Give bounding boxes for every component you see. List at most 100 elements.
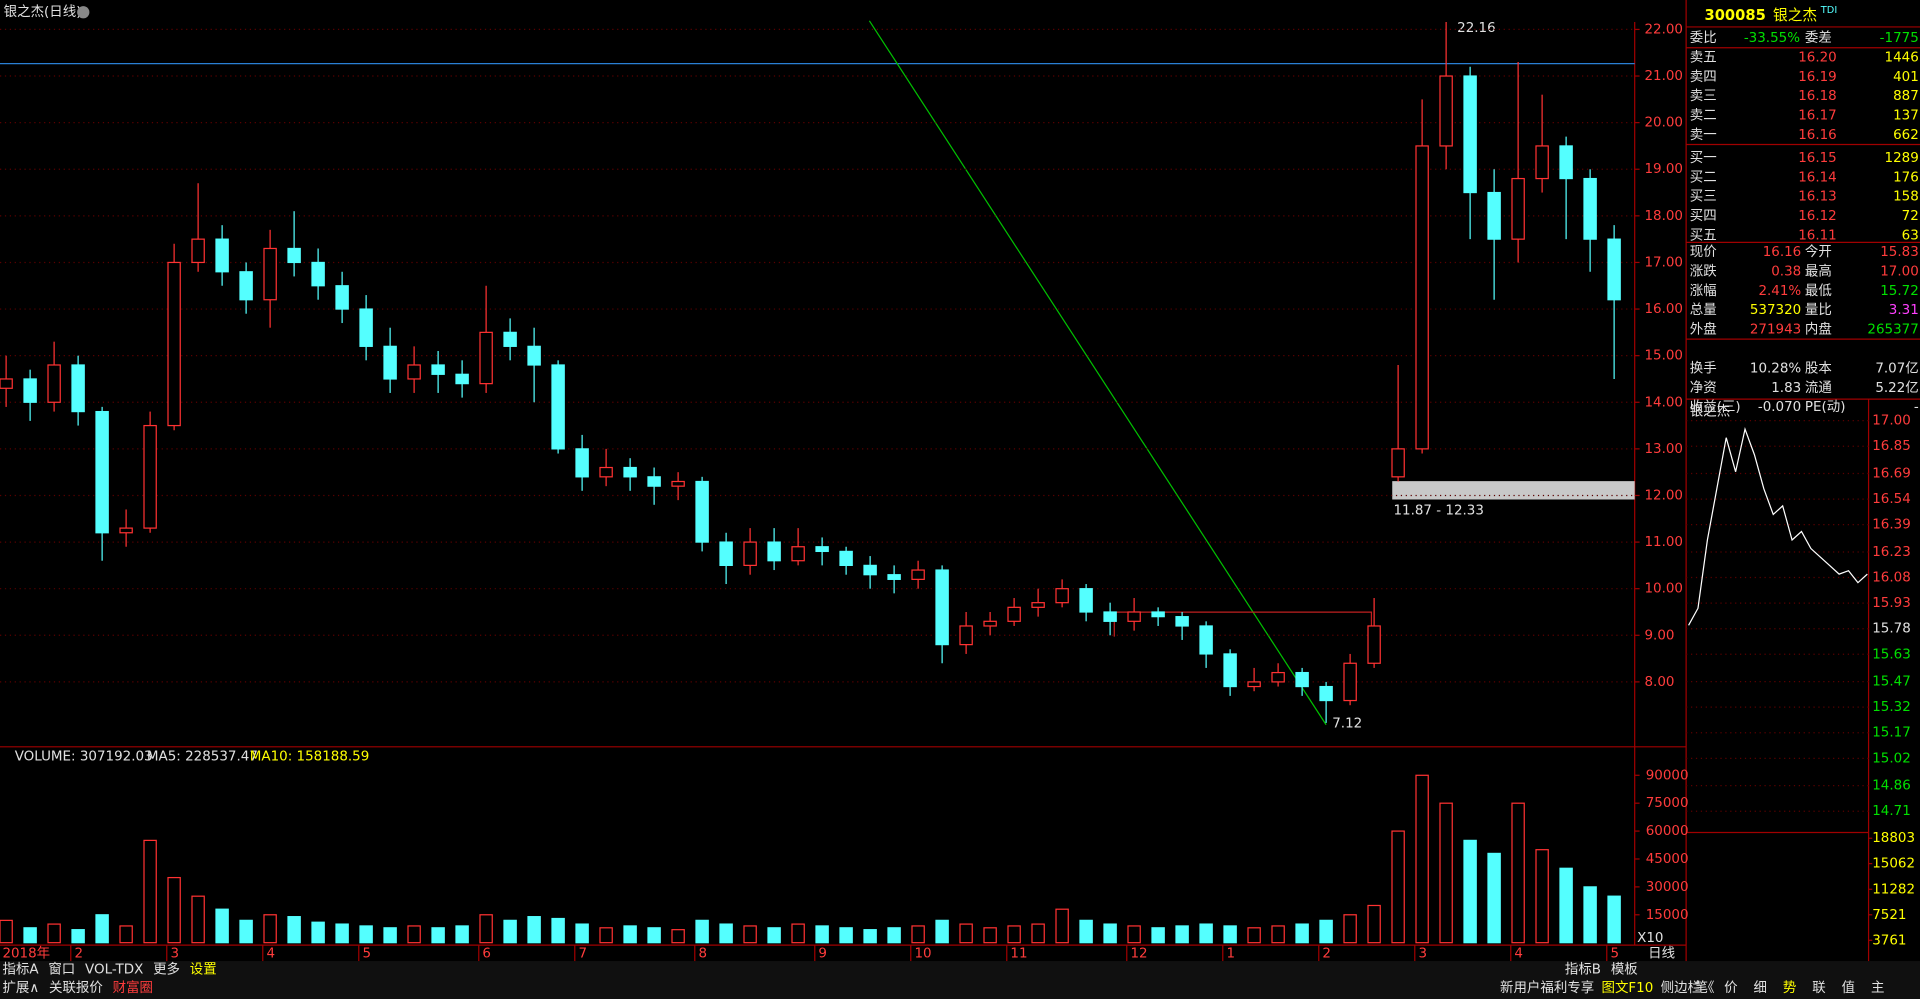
volume-bar: [311, 921, 325, 944]
candle-body: [407, 364, 421, 380]
volume-bar: [1463, 839, 1477, 944]
volume-bar: [863, 929, 877, 944]
y-tick-label: 15.02: [1872, 751, 1911, 766]
candle-body: [455, 373, 469, 385]
order-label: 卖五: [1690, 50, 1717, 66]
volume-bar: [1031, 923, 1045, 944]
y-tick-label: 9.00: [1644, 628, 1674, 643]
side-tab[interactable]: 联: [1812, 980, 1825, 996]
x-tick-label: 2: [1322, 947, 1331, 962]
stat-value: 3.31: [1889, 303, 1919, 318]
x-tick-label: 7: [578, 947, 587, 962]
toolbar-tab[interactable]: 图文F10: [1602, 980, 1654, 996]
toolbar-tab[interactable]: 更多: [153, 961, 180, 978]
volume-bar: [791, 923, 805, 944]
candle-body: [1199, 625, 1213, 655]
x-tick-label: 11: [1010, 947, 1027, 962]
volume-bar: [767, 927, 781, 944]
candle-body: [1463, 75, 1477, 194]
candle-body: [191, 238, 205, 264]
stat-label: 涨跌: [1690, 264, 1717, 280]
x-tick-label: 10: [914, 947, 931, 962]
candle-body: [1391, 448, 1405, 478]
candle-body: [671, 480, 685, 487]
volume-bar: [1511, 802, 1525, 944]
toolbar-tab[interactable]: 指标B: [1565, 962, 1601, 978]
toolbar-tab[interactable]: 扩展∧: [2, 980, 39, 996]
y-tick-label: 3761: [1872, 933, 1906, 948]
toolbar-tab[interactable]: 财富圈: [113, 979, 153, 996]
x-tick-label: 4: [1514, 947, 1523, 962]
candle-body: [1439, 75, 1453, 147]
y-tick-label: 30000: [1646, 880, 1689, 895]
side-tab[interactable]: 势: [1783, 980, 1796, 996]
volume-bar: [191, 895, 205, 944]
x-tick-label: 8: [698, 947, 707, 962]
period-label: 日线: [1648, 946, 1675, 962]
toolbar-tab[interactable]: 模板: [1611, 962, 1638, 978]
order-label: 买三: [1690, 189, 1717, 205]
title-menu[interactable]: [77, 6, 90, 19]
x-tick-label: 12: [1130, 947, 1147, 962]
candle-body: [1367, 625, 1381, 664]
volume-bar: [1223, 925, 1237, 944]
y-tick-label: 15.32: [1872, 700, 1911, 715]
order-price: 16.12: [1798, 209, 1837, 224]
candle-body: [1271, 671, 1285, 683]
stat-value: 271943: [1750, 323, 1801, 338]
stat-value: 2.41%: [1758, 284, 1801, 299]
candle-body: [599, 466, 613, 478]
toolbar-tab[interactable]: 指标A: [2, 962, 39, 978]
volume-bar: [239, 919, 253, 944]
candle-body: [263, 247, 277, 301]
toolbar-tab[interactable]: 关联报价: [49, 980, 103, 996]
candle-body: [1511, 177, 1525, 240]
toolbar-tab[interactable]: VOL-TDX: [85, 963, 143, 978]
order-volume: 137: [1893, 109, 1919, 124]
candle-body: [1031, 602, 1045, 608]
volume-bar: [1367, 904, 1381, 944]
stat-label: 涨幅: [1690, 283, 1717, 299]
candle-body: [71, 364, 85, 413]
quote-code: 300085: [1704, 7, 1765, 24]
y-tick-label: 21.00: [1644, 69, 1683, 84]
zoom-label: X10: [1637, 931, 1663, 946]
y-tick-label: 14.86: [1872, 779, 1911, 794]
toolbar-tab[interactable]: 设置: [190, 962, 217, 978]
order-price: 16.13: [1798, 190, 1837, 205]
order-price: 16.14: [1798, 170, 1837, 185]
y-tick-label: 17.00: [1644, 255, 1683, 270]
volume-bar: [743, 925, 757, 944]
volume-bar: [71, 929, 85, 944]
y-tick-label: 11.00: [1644, 535, 1683, 550]
y-tick-label: 15000: [1646, 908, 1689, 923]
stat-label: 股本: [1805, 361, 1832, 377]
toolbar-tab[interactable]: 新用户福利专享: [1500, 979, 1594, 996]
side-tab[interactable]: 笔: [1695, 980, 1708, 996]
side-tab[interactable]: 价: [1724, 981, 1738, 996]
order-volume: 887: [1893, 89, 1919, 104]
toolbar-tab[interactable]: 侧边栏《: [1661, 980, 1715, 996]
y-tick-label: 16.23: [1872, 545, 1911, 560]
stat-value: 16.16: [1763, 245, 1802, 260]
candle-body: [311, 261, 325, 287]
candle-body: [1535, 145, 1549, 180]
side-tab[interactable]: 主: [1871, 980, 1884, 996]
side-tab[interactable]: 值: [1842, 980, 1855, 996]
candle-body: [1607, 238, 1621, 301]
side-tab[interactable]: 细: [1753, 980, 1766, 996]
y-tick-label: 15.78: [1872, 622, 1911, 637]
toolbar-tab[interactable]: 窗口: [48, 961, 75, 978]
candle-body: [911, 569, 925, 580]
quote-ratio: 委差: [1805, 30, 1832, 46]
stat-value: 15.83: [1880, 245, 1919, 260]
stat-label: 今开: [1805, 244, 1832, 260]
candle-body: [623, 466, 637, 478]
y-tick-label: 22.00: [1644, 22, 1683, 37]
y-tick-label: 8.00: [1644, 675, 1674, 690]
x-tick-label: 2018年: [2, 946, 50, 962]
candle-body: [0, 378, 13, 389]
y-tick-label: 17.00: [1872, 414, 1911, 429]
stat-value: 15.72: [1880, 284, 1919, 299]
candle-body: [1415, 145, 1429, 450]
